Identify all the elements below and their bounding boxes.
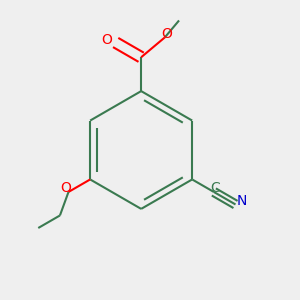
Text: O: O [61,181,72,195]
Text: C: C [210,181,220,194]
Text: O: O [101,33,112,47]
Text: N: N [237,194,247,208]
Text: O: O [161,27,172,41]
